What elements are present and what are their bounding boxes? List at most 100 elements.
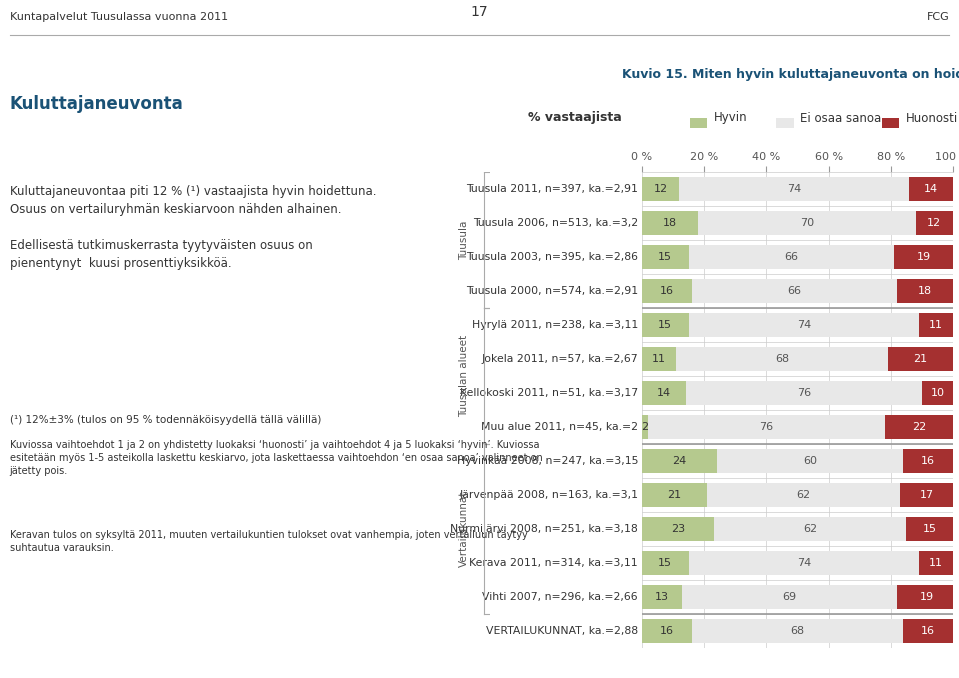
Text: 68: 68 [790, 626, 805, 636]
Bar [713, 517, 906, 541]
Bar [689, 245, 894, 269]
Text: Tuusula 2011, n=397, ka.=2,91: Tuusula 2011, n=397, ka.=2,91 [466, 184, 638, 194]
Bar [691, 619, 903, 643]
Text: Kuntapalvelut Tuusulassa vuonna 2011: Kuntapalvelut Tuusulassa vuonna 2011 [10, 12, 227, 22]
Text: 66: 66 [784, 252, 798, 262]
Bar [642, 449, 716, 473]
Text: 66: 66 [787, 286, 802, 296]
Bar [642, 177, 679, 201]
Text: 11: 11 [929, 558, 943, 568]
Bar [642, 619, 691, 643]
Text: Huonosti: Huonosti [905, 111, 958, 125]
Text: 14: 14 [657, 388, 671, 398]
Bar [903, 449, 953, 473]
Text: 74: 74 [797, 320, 811, 330]
Bar [642, 551, 689, 575]
Bar [919, 551, 953, 575]
Text: Hyvinkää 2008, n=247, ka.=3,15: Hyvinkää 2008, n=247, ka.=3,15 [456, 456, 638, 466]
Text: 60: 60 [803, 456, 817, 466]
Text: 16: 16 [922, 456, 935, 466]
Text: Jokela 2011, n=57, ka.=2,67: Jokela 2011, n=57, ka.=2,67 [481, 354, 638, 364]
Text: 74: 74 [797, 558, 811, 568]
Bar [888, 347, 953, 371]
Text: Tuusula 2000, n=574, ka.=2,91: Tuusula 2000, n=574, ka.=2,91 [466, 286, 638, 296]
Bar [916, 211, 953, 235]
Text: VERTAILUKUNNAT, ka.=2,88: VERTAILUKUNNAT, ka.=2,88 [486, 626, 638, 636]
Text: Tuusula: Tuusula [459, 220, 469, 260]
Bar [689, 551, 919, 575]
Text: 16: 16 [660, 626, 674, 636]
Text: 16: 16 [922, 626, 935, 636]
Text: Muu alue 2011, n=45, ka.=2: Muu alue 2011, n=45, ka.=2 [481, 422, 638, 432]
Text: Tuusula 2006, n=513, ka.=3,2: Tuusula 2006, n=513, ka.=3,2 [473, 218, 638, 228]
Text: 12: 12 [927, 218, 942, 228]
Text: 24: 24 [672, 456, 687, 466]
Bar [642, 381, 686, 405]
Text: 2: 2 [642, 422, 648, 432]
Text: 19: 19 [917, 252, 930, 262]
Bar [642, 415, 648, 439]
Text: Kuluttajaneuvontaa piti 12 % (¹) vastaajista hyvin hoidettuna.
Osuus on vertailu: Kuluttajaneuvontaa piti 12 % (¹) vastaaj… [10, 185, 376, 270]
Text: Järvenpää 2008, n=163, ka.=3,1: Järvenpää 2008, n=163, ka.=3,1 [459, 490, 638, 500]
Text: 15: 15 [658, 252, 672, 262]
Text: Hyrylä 2011, n=238, ka.=3,11: Hyrylä 2011, n=238, ka.=3,11 [472, 320, 638, 330]
Text: 15: 15 [658, 558, 672, 568]
Text: 21: 21 [913, 354, 927, 364]
Bar [683, 585, 897, 609]
Text: (¹) 12%±3% (tulos on 95 % todennäköisyydellä tällä välillä): (¹) 12%±3% (tulos on 95 % todennäköisyyd… [10, 415, 321, 425]
Text: 10: 10 [930, 388, 945, 398]
Bar [679, 177, 909, 201]
Bar [901, 483, 953, 507]
Text: Kuviossa vaihtoehdot 1 ja 2 on yhdistetty luokaksi ‘huonosti’ ja vaihtoehdot 4 j: Kuviossa vaihtoehdot 1 ja 2 on yhdistett… [10, 440, 543, 477]
Text: Kerava 2011, n=314, ka.=3,11: Kerava 2011, n=314, ka.=3,11 [469, 558, 638, 568]
Bar [686, 381, 922, 405]
Text: Ei osaa sanoa: Ei osaa sanoa [800, 111, 881, 125]
Text: 74: 74 [787, 184, 802, 194]
Bar [691, 279, 897, 303]
Bar [648, 415, 884, 439]
Text: 11: 11 [929, 320, 943, 330]
Text: 76: 76 [797, 388, 810, 398]
Text: Kuluttajaneuvonta: Kuluttajaneuvonta [10, 95, 183, 113]
Bar [919, 313, 953, 337]
Bar [642, 585, 683, 609]
Text: 18: 18 [663, 218, 677, 228]
Text: 15: 15 [923, 524, 937, 534]
Bar [716, 449, 903, 473]
Text: 62: 62 [797, 490, 810, 500]
Text: 16: 16 [660, 286, 674, 296]
Text: 11: 11 [652, 354, 667, 364]
Text: Keravan tulos on syksyltä 2011, muuten vertailukuntien tulokset ovat vanhempia, : Keravan tulos on syksyltä 2011, muuten v… [10, 530, 527, 553]
Text: 17: 17 [920, 490, 934, 500]
Bar [642, 313, 689, 337]
Text: % vastaajista: % vastaajista [528, 111, 622, 125]
Bar [897, 585, 956, 609]
Text: Kellokoski 2011, n=51, ka.=3,17: Kellokoski 2011, n=51, ka.=3,17 [460, 388, 638, 398]
Bar [642, 211, 698, 235]
Bar [676, 347, 888, 371]
Bar [884, 415, 953, 439]
Text: FCG: FCG [926, 12, 949, 22]
Bar [922, 381, 953, 405]
Text: Vertailukunnat: Vertailukunnat [459, 491, 469, 567]
Text: 19: 19 [920, 592, 934, 602]
Text: 17: 17 [471, 5, 488, 19]
Text: 76: 76 [760, 422, 774, 432]
Bar [642, 279, 691, 303]
Text: Tuusula 2003, n=395, ka.=2,86: Tuusula 2003, n=395, ka.=2,86 [466, 252, 638, 262]
Text: 70: 70 [800, 218, 814, 228]
Text: Vihti 2007, n=296, ka.=2,66: Vihti 2007, n=296, ka.=2,66 [482, 592, 638, 602]
Bar [642, 517, 713, 541]
Bar [903, 619, 953, 643]
Text: 12: 12 [654, 184, 667, 194]
Text: Tuusulan alueet: Tuusulan alueet [459, 335, 469, 417]
Bar [698, 211, 916, 235]
Text: 68: 68 [775, 354, 789, 364]
Text: 15: 15 [658, 320, 672, 330]
Bar [906, 517, 953, 541]
Text: 18: 18 [918, 286, 932, 296]
Bar [708, 483, 901, 507]
Bar [642, 347, 676, 371]
Text: 22: 22 [912, 422, 926, 432]
Text: 62: 62 [803, 524, 817, 534]
